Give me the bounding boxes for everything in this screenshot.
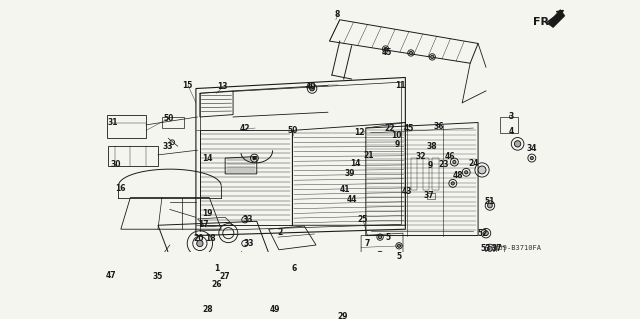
Circle shape: [397, 244, 401, 248]
Text: 47: 47: [106, 271, 116, 279]
Text: 34: 34: [527, 144, 537, 153]
Circle shape: [484, 231, 488, 235]
Text: 5: 5: [385, 233, 390, 241]
Circle shape: [275, 305, 278, 308]
Text: 43: 43: [402, 187, 412, 196]
Text: 44: 44: [346, 196, 357, 204]
Text: 49: 49: [269, 305, 280, 314]
Text: 40: 40: [305, 82, 316, 92]
Circle shape: [488, 203, 492, 208]
Text: 52: 52: [477, 229, 488, 238]
Text: 13: 13: [217, 82, 227, 92]
Text: 50: 50: [287, 126, 298, 135]
Text: 38: 38: [427, 142, 438, 151]
Circle shape: [310, 86, 314, 91]
Text: 33: 33: [242, 215, 253, 224]
Circle shape: [451, 182, 454, 185]
Circle shape: [478, 166, 486, 174]
Circle shape: [465, 171, 468, 174]
Text: 18: 18: [205, 234, 216, 243]
Text: 30: 30: [111, 160, 122, 169]
Circle shape: [431, 55, 434, 58]
Text: 45: 45: [382, 48, 392, 57]
Circle shape: [155, 279, 158, 282]
Circle shape: [196, 240, 203, 247]
Text: 9: 9: [395, 140, 400, 149]
Text: 5: 5: [396, 252, 402, 261]
Text: 10: 10: [392, 131, 402, 140]
Text: 50: 50: [163, 114, 173, 123]
Text: 23: 23: [439, 160, 449, 169]
Text: 16: 16: [116, 184, 126, 193]
Polygon shape: [548, 10, 565, 28]
Text: 2: 2: [278, 228, 283, 237]
Text: 35: 35: [153, 272, 163, 281]
Text: SM59-B3710FA: SM59-B3710FA: [490, 245, 541, 251]
Text: 14: 14: [350, 159, 361, 168]
Text: 15: 15: [182, 81, 193, 90]
Text: FR.: FR.: [532, 18, 553, 27]
Text: 22: 22: [384, 123, 395, 132]
Text: 51: 51: [484, 197, 495, 206]
Text: 41: 41: [340, 185, 351, 194]
Text: 21: 21: [363, 151, 374, 160]
Circle shape: [125, 273, 128, 277]
Text: 48: 48: [452, 171, 463, 180]
Text: 12: 12: [355, 128, 365, 137]
Text: 9: 9: [428, 161, 433, 170]
Circle shape: [378, 253, 381, 256]
Circle shape: [384, 48, 387, 51]
Text: 42: 42: [239, 124, 250, 133]
Circle shape: [410, 51, 412, 55]
Circle shape: [339, 315, 342, 318]
Text: 7: 7: [365, 239, 370, 248]
Text: 24: 24: [468, 159, 479, 168]
Circle shape: [531, 157, 533, 160]
Text: 6: 6: [291, 264, 296, 273]
Circle shape: [378, 235, 381, 239]
Text: 33: 33: [162, 142, 173, 151]
Text: 46: 46: [444, 152, 455, 161]
Text: 53: 53: [481, 244, 491, 254]
Text: 37: 37: [424, 191, 435, 200]
Text: 4: 4: [509, 128, 514, 137]
Text: 28: 28: [202, 305, 213, 314]
Circle shape: [253, 157, 256, 160]
Circle shape: [488, 247, 492, 251]
Text: 1: 1: [214, 264, 220, 273]
Text: 27: 27: [220, 272, 230, 281]
Text: 39: 39: [345, 169, 355, 178]
Text: 33: 33: [244, 239, 254, 248]
Circle shape: [289, 261, 296, 269]
Text: 29: 29: [337, 312, 348, 319]
Text: 19: 19: [202, 209, 213, 218]
Text: 17: 17: [198, 220, 209, 229]
Text: 11: 11: [396, 81, 406, 90]
Text: 36: 36: [433, 122, 444, 131]
Text: 25: 25: [358, 215, 368, 224]
Text: 32: 32: [416, 152, 426, 161]
Text: 14: 14: [202, 153, 213, 163]
Text: 3: 3: [509, 113, 514, 122]
Text: 31: 31: [108, 118, 118, 127]
Text: 45: 45: [403, 123, 413, 132]
Text: 26: 26: [211, 280, 221, 289]
Text: 8: 8: [335, 10, 340, 19]
Circle shape: [452, 160, 456, 164]
Text: 37: 37: [492, 244, 502, 254]
Text: 20: 20: [193, 234, 204, 243]
Circle shape: [515, 141, 521, 147]
